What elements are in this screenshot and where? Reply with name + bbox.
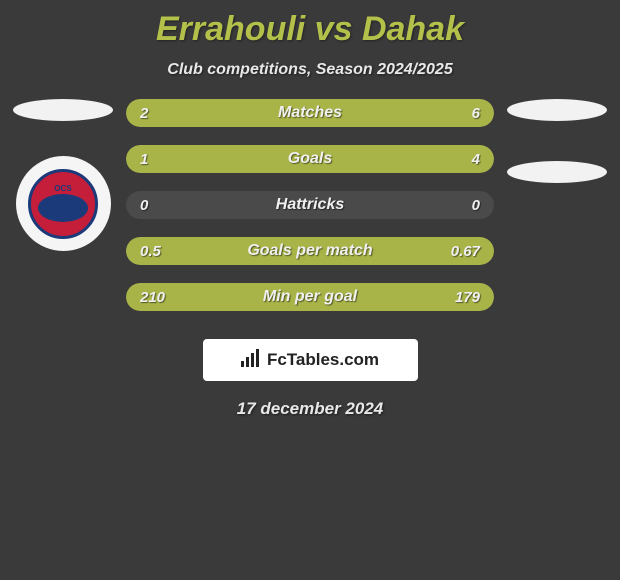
comparison-area: ★ OCS 2 Matches 6 1 Goals 4 0 Hattricks 0 0.5 Goal…	[0, 99, 620, 311]
player-right-oval-2	[507, 161, 607, 183]
stat-value-left: 1	[140, 151, 148, 168]
page-title: Errahouli vs Dahak	[0, 0, 620, 49]
bar-fill-right	[218, 99, 494, 127]
club-badge-left: ★ OCS	[16, 156, 111, 251]
stat-value-right: 0	[472, 197, 480, 214]
date-line: 17 december 2024	[0, 399, 620, 419]
stat-row: 210 Min per goal 179	[126, 283, 494, 311]
subtitle: Club competitions, Season 2024/2025	[0, 61, 620, 79]
stat-label: Hattricks	[276, 196, 344, 214]
stat-value-left: 0	[140, 197, 148, 214]
right-player-col	[502, 99, 612, 311]
bar-fill-left	[126, 145, 200, 173]
stat-label: Matches	[278, 104, 342, 122]
club-badge-inner: ★ OCS	[28, 169, 98, 239]
stat-value-right: 0.67	[451, 243, 480, 260]
stat-bars: 2 Matches 6 1 Goals 4 0 Hattricks 0 0.5 Goals per …	[118, 99, 502, 311]
stat-label: Goals per match	[247, 242, 372, 260]
stat-label: Min per goal	[263, 288, 357, 306]
stat-row: 1 Goals 4	[126, 145, 494, 173]
stat-row: 0.5 Goals per match 0.67	[126, 237, 494, 265]
left-player-col: ★ OCS	[8, 99, 118, 311]
stat-row: 0 Hattricks 0	[126, 191, 494, 219]
brand-text: FcTables.com	[267, 350, 379, 370]
player-right-oval-1	[507, 99, 607, 121]
stat-value-left: 2	[140, 105, 148, 122]
stat-row: 2 Matches 6	[126, 99, 494, 127]
stat-value-right: 179	[455, 289, 480, 306]
brand-badge[interactable]: FcTables.com	[203, 339, 418, 381]
bar-fill-right	[200, 145, 494, 173]
stat-label: Goals	[288, 150, 332, 168]
stat-value-right: 6	[472, 105, 480, 122]
player-left-oval	[13, 99, 113, 121]
club-ellipse-icon	[38, 194, 88, 222]
stat-value-right: 4	[472, 151, 480, 168]
chart-icon	[241, 349, 261, 372]
club-badge-text: OCS	[54, 184, 71, 193]
stat-value-left: 0.5	[140, 243, 161, 260]
stat-value-left: 210	[140, 289, 165, 306]
